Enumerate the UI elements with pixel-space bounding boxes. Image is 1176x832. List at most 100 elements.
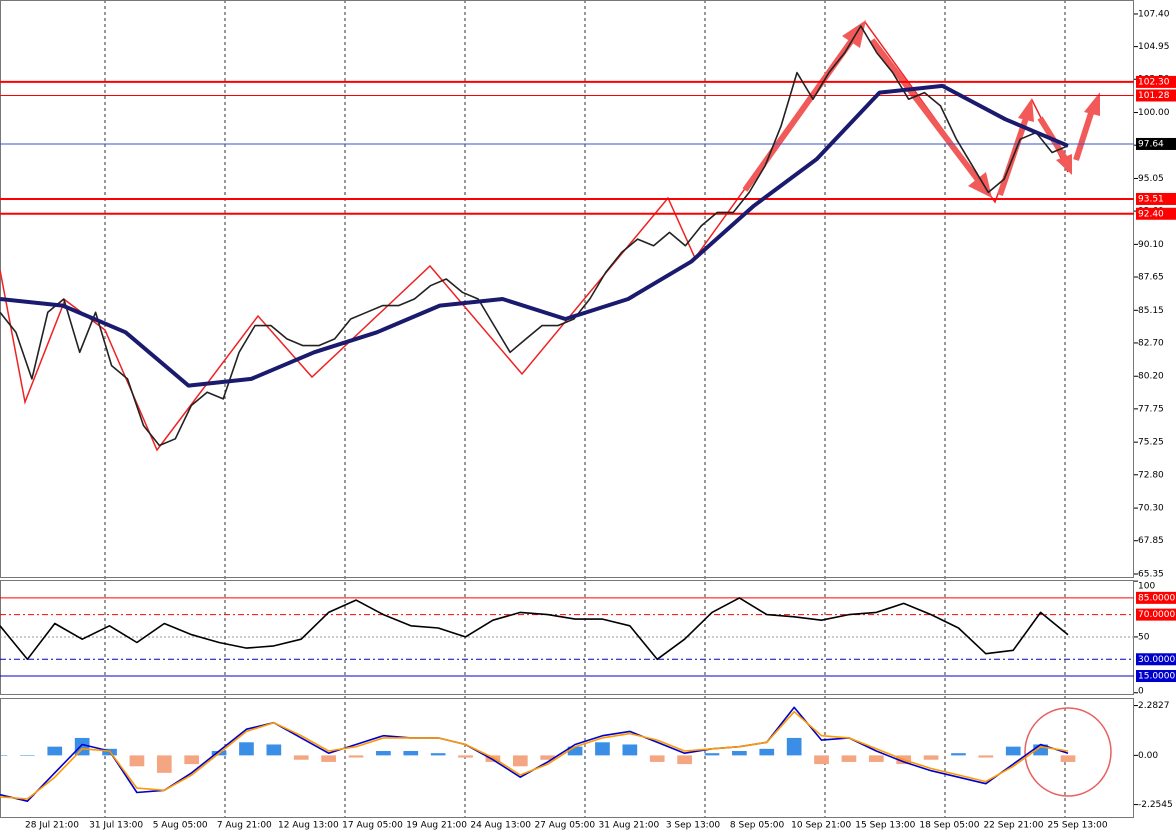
series-line bbox=[0, 83, 1069, 388]
histogram-bar bbox=[759, 748, 775, 756]
histogram-bar bbox=[293, 755, 309, 760]
level-label: 85.0000 bbox=[1138, 593, 1175, 603]
y-tick-label: 72.80 bbox=[1138, 470, 1164, 480]
histogram-bar bbox=[841, 755, 857, 762]
level-label: 92.40 bbox=[1138, 209, 1164, 219]
histogram-bar bbox=[321, 755, 336, 762]
x-tick-label: 15 Sep 13:00 bbox=[855, 821, 915, 831]
y-tick-label: 82.70 bbox=[1138, 338, 1164, 348]
x-tick-label: 22 Sep 21:00 bbox=[983, 821, 1043, 831]
y-tick-label: 65.35 bbox=[1138, 570, 1164, 580]
level-tag bbox=[1136, 137, 1176, 150]
highlight-circle bbox=[1024, 707, 1112, 797]
y-tick-label: 90.10 bbox=[1138, 240, 1164, 250]
y-tick-label: 77.75 bbox=[1138, 404, 1164, 414]
histogram-bar bbox=[376, 751, 391, 756]
histogram-bar bbox=[430, 753, 446, 756]
histogram-bar bbox=[786, 737, 802, 756]
histogram-bar bbox=[540, 755, 556, 760]
y-tick-label: 50 bbox=[1138, 632, 1150, 642]
x-tick-label: 5 Aug 05:00 bbox=[153, 821, 208, 831]
level-label: 102.30 bbox=[1138, 77, 1170, 87]
x-tick-label: 18 Sep 05:00 bbox=[919, 821, 979, 831]
level-label: 70.0000 bbox=[1138, 610, 1175, 620]
y-tick-label: 2.2827 bbox=[1138, 701, 1170, 711]
histogram-bar bbox=[47, 746, 63, 756]
y-tick-label: 100 bbox=[1138, 582, 1155, 592]
histogram-bar bbox=[0, 755, 8, 756]
x-tick-label: 28 Jul 21:00 bbox=[25, 821, 79, 831]
x-tick-label: 3 Sep 13:00 bbox=[666, 821, 721, 831]
histogram-bar bbox=[868, 755, 884, 762]
level-label: 30.0000 bbox=[1138, 655, 1175, 665]
y-tick-label: 0.00 bbox=[1138, 751, 1158, 761]
histogram-bar bbox=[239, 742, 254, 756]
series-line bbox=[0, 710, 1069, 800]
histogram-bar bbox=[458, 755, 473, 758]
panel-frames bbox=[0, 0, 1134, 818]
x-tick-label: 24 Aug 13:00 bbox=[470, 821, 531, 831]
level-label: 97.64 bbox=[1138, 139, 1164, 149]
level-tag bbox=[1136, 653, 1176, 666]
histogram-bar bbox=[951, 753, 966, 756]
x-tick-label: 27 Aug 05:00 bbox=[534, 821, 595, 831]
histogram-bar bbox=[1060, 755, 1076, 762]
x-tick-label: 19 Aug 21:00 bbox=[406, 821, 467, 831]
y-tick-label: 95.05 bbox=[1138, 174, 1164, 184]
x-tick-label: 7 Aug 21:00 bbox=[217, 821, 272, 831]
y-tick-label: 0 bbox=[1138, 687, 1144, 697]
histogram-bar bbox=[595, 742, 610, 756]
x-tick-label: 31 Jul 13:00 bbox=[89, 821, 143, 831]
level-label: 15.0000 bbox=[1138, 672, 1175, 682]
y-tick-label: 104.95 bbox=[1138, 42, 1170, 52]
level-tag bbox=[1136, 207, 1176, 220]
x-tick-label: 31 Aug 21:00 bbox=[599, 821, 660, 831]
histogram-bar bbox=[348, 755, 364, 758]
histogram-bar bbox=[512, 755, 528, 767]
level-tag bbox=[1136, 670, 1176, 683]
level-tag bbox=[1136, 75, 1176, 88]
level-tag bbox=[1136, 89, 1176, 102]
x-tick-label: 8 Sep 05:00 bbox=[730, 821, 785, 831]
histogram-bar bbox=[677, 755, 692, 765]
level-tag bbox=[1136, 192, 1176, 205]
histogram-bar bbox=[266, 744, 282, 756]
histogram-bar bbox=[622, 744, 638, 756]
series-line bbox=[0, 597, 1069, 661]
histogram-bar bbox=[184, 755, 200, 765]
histogram-bar bbox=[649, 755, 665, 762]
histogram-bar bbox=[732, 751, 747, 756]
y-tick-label: 80.20 bbox=[1138, 372, 1164, 382]
gridlines bbox=[104, 0, 1066, 818]
histogram-bar bbox=[1005, 746, 1021, 756]
histogram-bar bbox=[485, 755, 501, 762]
series-line bbox=[0, 25, 1069, 447]
y-tick-label: 87.65 bbox=[1138, 273, 1164, 283]
y-tick-label: 67.85 bbox=[1138, 536, 1164, 546]
histogram-bar bbox=[129, 755, 145, 767]
y-tick-label: 75.25 bbox=[1138, 438, 1164, 448]
level-label: 93.51 bbox=[1138, 194, 1164, 204]
y-tick-label: 70.30 bbox=[1138, 504, 1164, 514]
series-line bbox=[0, 706, 1069, 802]
x-tick-label: 10 Sep 21:00 bbox=[791, 821, 851, 831]
y-tick-label: -2.2545 bbox=[1138, 800, 1173, 810]
x-tick-label: 12 Aug 13:00 bbox=[278, 821, 339, 831]
histogram-bar bbox=[156, 755, 172, 773]
histogram-bar bbox=[567, 746, 583, 756]
level-tag bbox=[1136, 608, 1176, 621]
histogram-bar bbox=[978, 755, 994, 758]
histogram-bar bbox=[1033, 744, 1048, 756]
y-tick-label: 100.00 bbox=[1138, 108, 1170, 118]
histogram-bar bbox=[403, 751, 419, 756]
histogram-bar bbox=[814, 755, 829, 765]
y-tick-label: 85.15 bbox=[1138, 306, 1164, 316]
histogram-bar bbox=[923, 755, 939, 760]
histogram-bar bbox=[74, 737, 90, 756]
histogram-bar bbox=[704, 753, 720, 756]
level-tag bbox=[1136, 591, 1176, 604]
x-tick-label: 25 Sep 13:00 bbox=[1048, 821, 1108, 831]
x-tick-label: 17 Aug 05:00 bbox=[342, 821, 403, 831]
